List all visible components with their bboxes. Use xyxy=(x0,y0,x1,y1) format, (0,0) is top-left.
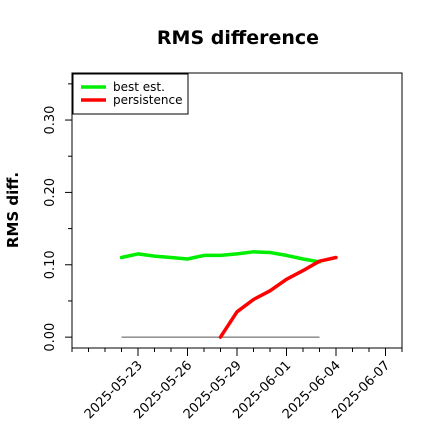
plot-layer: 0.000.100.200.302025-05-232025-05-262025… xyxy=(43,83,403,422)
legend-box xyxy=(72,73,189,115)
y-tick-label: 0.00 xyxy=(43,323,58,352)
series-line-persistence xyxy=(218,255,338,339)
series-line-best-est- xyxy=(119,250,322,264)
y-tick-label: 0.10 xyxy=(43,250,58,279)
y-tick-label: 0.20 xyxy=(43,178,58,207)
legend-label: best est. xyxy=(113,80,165,94)
legend-label: persistence xyxy=(113,93,182,107)
chart-title: RMS difference xyxy=(157,27,319,49)
y-tick-label: 0.30 xyxy=(43,106,58,135)
plot-frame xyxy=(71,72,403,349)
y-axis-label: RMS diff. xyxy=(4,172,22,248)
legend: best est.persistence xyxy=(72,73,189,115)
